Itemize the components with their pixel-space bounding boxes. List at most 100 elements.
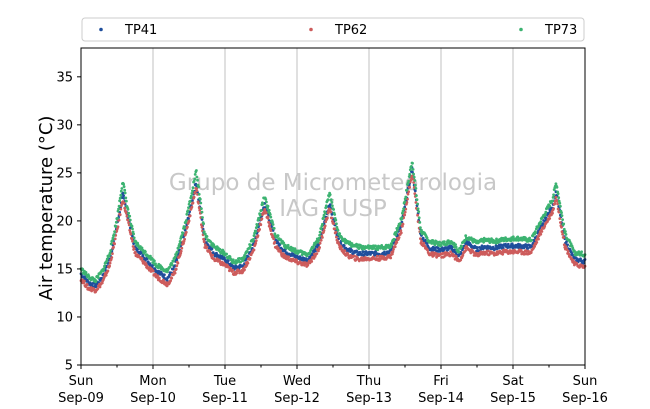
data-point [265,211,268,215]
data-point [186,209,190,213]
data-point [256,234,260,238]
data-point [318,233,321,237]
data-point [482,240,485,244]
data-point [413,189,417,193]
watermark-line-1: Grupo de Micrometeorologia [169,170,497,196]
data-point [189,194,193,198]
data-point [187,206,190,210]
data-point [81,267,85,271]
data-point [114,225,118,229]
data-point [268,213,272,216]
data-point [113,237,117,241]
data-point [252,234,256,238]
data-point [129,232,133,236]
data-point [181,231,185,235]
data-point [562,227,566,231]
data-point [558,201,562,205]
data-point [425,241,429,245]
y-tick-label: 30 [56,118,73,133]
data-point [105,257,109,261]
data-point [336,229,340,232]
data-point [226,259,230,262]
data-point [121,191,125,195]
data-point [405,188,409,192]
data-point [248,257,252,260]
data-point [108,264,111,268]
data-point [560,214,564,218]
data-point [197,206,201,210]
data-point [249,243,253,247]
data-point [413,192,417,196]
series-TP62 [79,174,587,294]
data-point [231,268,235,272]
data-point [254,239,258,243]
data-point [419,226,422,230]
data-point [128,218,132,222]
data-point [267,220,270,224]
data-point [535,241,539,244]
data-point [193,177,197,181]
data-point [243,255,247,258]
data-point [187,219,191,223]
data-point [412,172,415,176]
data-point [144,250,147,254]
data-point [342,244,346,248]
data-point [557,199,561,203]
data-point [117,204,121,208]
data-point [153,259,156,263]
data-point [401,224,404,228]
data-point [539,232,543,236]
data-point [411,161,414,165]
data-point [272,227,276,230]
data-point [410,165,413,168]
data-point [168,265,172,269]
data-point [256,224,259,227]
data-point [191,186,195,190]
data-point [317,239,320,243]
data-point [197,192,201,196]
data-point [476,252,479,255]
data-point [190,192,194,195]
data-point [119,207,123,211]
legend-label-TP41: TP41 [124,23,157,38]
data-point [211,253,215,257]
data-point [561,218,564,222]
data-point [265,200,268,204]
data-point [425,236,429,240]
data-point [111,239,114,242]
data-point [191,189,194,193]
data-point [169,279,173,283]
data-point [508,249,512,252]
data-point [562,222,566,226]
data-point [554,195,558,199]
data-point [391,252,394,256]
data-point [526,247,530,250]
data-point [119,189,123,193]
data-point [415,194,418,198]
data-point [125,214,129,218]
data-point [533,245,536,248]
data-point [334,218,338,222]
data-point [332,208,335,211]
data-point [409,178,413,182]
data-point [531,242,535,245]
data-point [539,220,543,224]
data-point [258,213,262,217]
data-point [398,222,402,225]
data-point [192,179,196,183]
data-point [396,229,399,232]
data-point [251,240,255,243]
data-point [420,228,423,232]
data-point [443,240,446,244]
data-point [406,181,410,185]
data-point [330,201,334,204]
data-point [403,210,407,214]
data-point [156,274,160,278]
data-point [248,245,252,249]
data-point [140,246,144,250]
data-point [175,250,179,254]
data-point [322,216,325,220]
data-point [346,253,350,257]
data-point [422,241,426,245]
data-point [259,209,263,212]
